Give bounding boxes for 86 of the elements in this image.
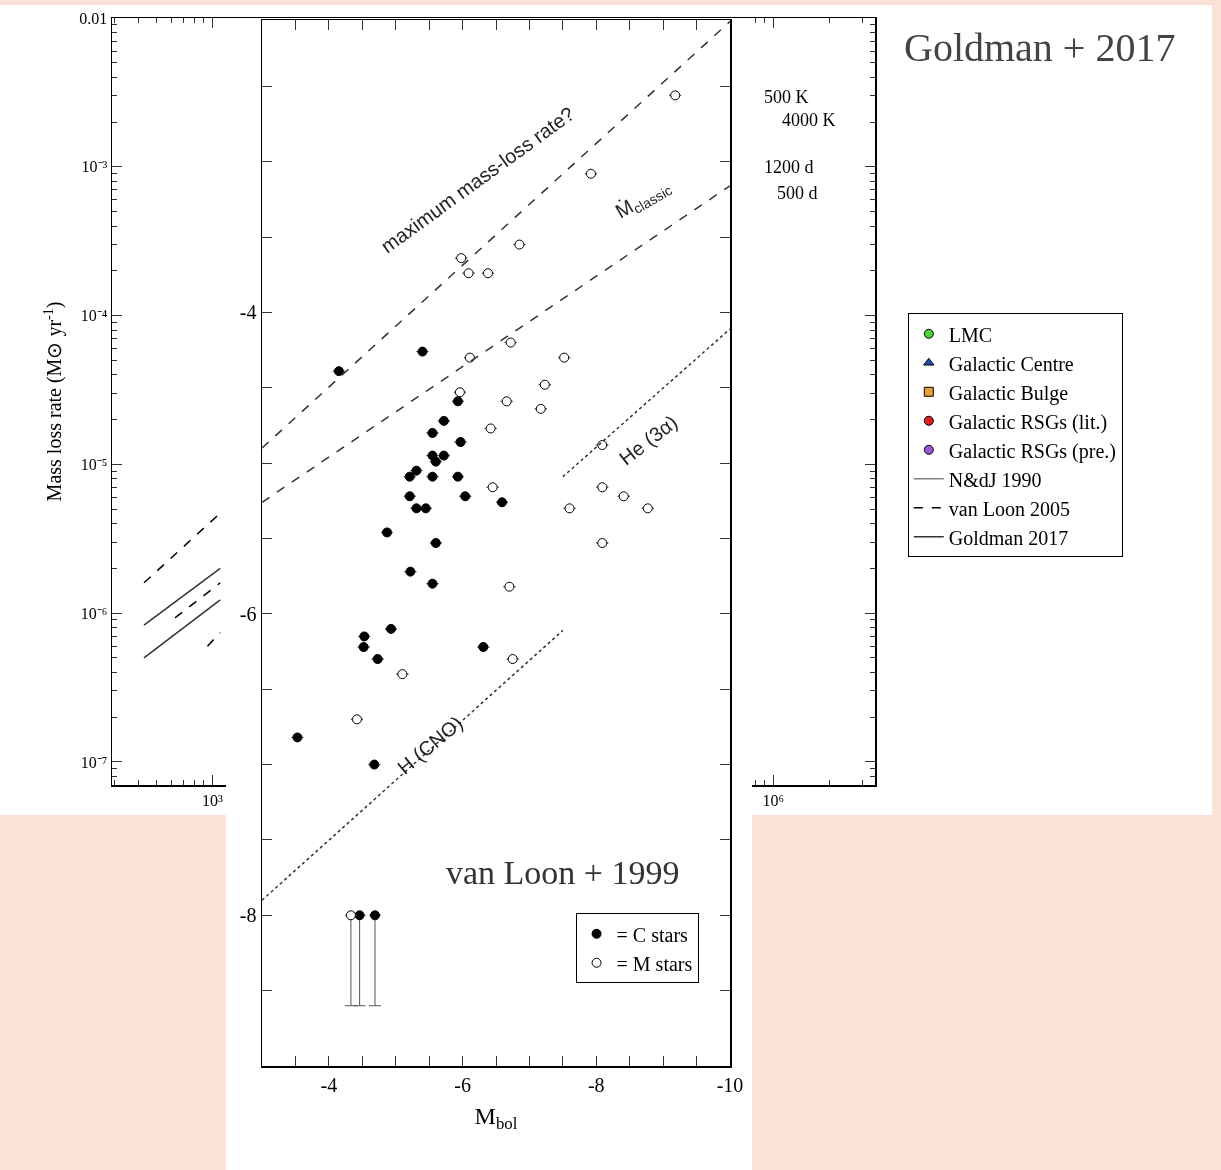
point xyxy=(404,491,415,502)
point xyxy=(427,578,438,589)
point xyxy=(452,396,463,407)
point xyxy=(397,669,408,680)
point xyxy=(354,910,365,921)
point xyxy=(430,456,441,467)
point xyxy=(358,642,369,652)
annotation: 500 K xyxy=(764,87,809,107)
point xyxy=(670,90,681,101)
y-tick-label: -8 xyxy=(239,904,257,927)
legend-label: Galactic RSGs (lit.) xyxy=(948,410,1108,434)
x-tick-label: -6 xyxy=(454,1073,471,1096)
point xyxy=(404,471,415,482)
point xyxy=(427,471,438,482)
legend-label: Galactic RSGs (pre.) xyxy=(948,439,1116,463)
legend-label: = M stars xyxy=(616,952,693,975)
annotation: 1200 d xyxy=(764,157,814,177)
annotation: van Loon + 1999 xyxy=(446,854,680,891)
legend-label: van Loon 2005 xyxy=(948,497,1070,520)
annotation: 500 d xyxy=(777,183,818,203)
annotation: He (3α) xyxy=(615,410,682,470)
point xyxy=(642,503,653,514)
point xyxy=(382,527,393,538)
point xyxy=(369,910,380,921)
legend-label: N&dJ 1990 xyxy=(948,468,1042,491)
y-tick-label: 10⁻³ xyxy=(81,158,108,176)
point xyxy=(464,352,475,363)
point xyxy=(485,423,496,434)
y-tick-label: 10⁻⁴ xyxy=(80,307,108,325)
legend-label: LMC xyxy=(948,323,993,346)
point xyxy=(455,437,466,448)
point xyxy=(333,366,344,377)
point xyxy=(456,253,467,264)
y-tick-label: 10⁻⁵ xyxy=(80,455,108,473)
point xyxy=(454,387,465,398)
x-tick-label: -4 xyxy=(320,1073,338,1096)
point xyxy=(411,465,422,476)
point xyxy=(430,538,441,548)
legend-label: Goldman 2017 xyxy=(948,526,1069,549)
point xyxy=(359,631,370,642)
point xyxy=(351,714,362,725)
point xyxy=(585,168,596,179)
point xyxy=(597,538,608,548)
point xyxy=(507,654,518,665)
point xyxy=(597,440,608,451)
text: Goldman + 2017 xyxy=(904,25,1176,70)
x-axis-title: M$_{bol}$ xyxy=(474,1102,518,1133)
point xyxy=(372,654,383,665)
legend-label: Galactic Bulge xyxy=(948,381,1069,405)
annotation: 4000 K xyxy=(782,110,836,130)
y-tick-label: 10⁻⁶ xyxy=(80,604,108,622)
y-tick-label: 0.01 xyxy=(79,9,108,27)
point xyxy=(405,566,416,577)
x-tick-label: 10³ xyxy=(202,791,224,809)
y-tick-label: 10⁻⁷ xyxy=(80,753,108,771)
point xyxy=(463,268,474,279)
x-tick-label: -10 xyxy=(716,1073,744,1096)
point xyxy=(452,471,463,482)
legend-label: Galactic Centre xyxy=(948,352,1074,375)
point xyxy=(497,497,508,508)
y-tick-label: -6 xyxy=(239,602,257,625)
point xyxy=(539,379,550,390)
point xyxy=(482,268,493,279)
point xyxy=(292,732,303,743)
point xyxy=(460,491,471,502)
point xyxy=(345,910,356,921)
point xyxy=(386,623,397,634)
point xyxy=(505,337,516,348)
legend-label: = C stars xyxy=(616,923,689,946)
point xyxy=(417,346,428,357)
point xyxy=(427,427,438,438)
point xyxy=(478,642,489,652)
point xyxy=(514,239,525,250)
point xyxy=(369,759,380,770)
point xyxy=(564,503,575,514)
point xyxy=(504,581,515,592)
point xyxy=(559,352,570,363)
x-tick-label: 10⁶ xyxy=(762,791,785,809)
point xyxy=(438,415,449,426)
point xyxy=(597,482,608,493)
point xyxy=(618,491,629,502)
y-tick-label: -4 xyxy=(239,301,257,324)
x-tick-label: -8 xyxy=(587,1073,605,1096)
point xyxy=(535,403,546,414)
point xyxy=(501,396,512,407)
point xyxy=(487,482,498,493)
